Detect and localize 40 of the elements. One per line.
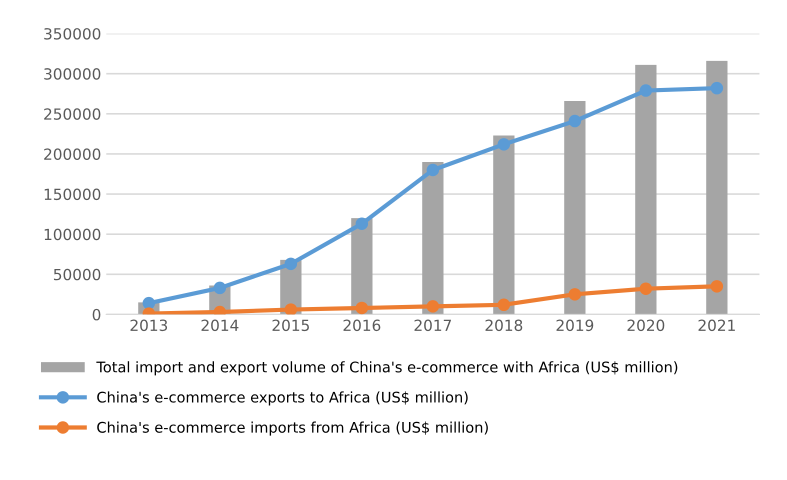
bar xyxy=(564,100,586,314)
point xyxy=(710,280,724,293)
x-tick-label: 2021 xyxy=(698,320,735,332)
point xyxy=(568,288,582,301)
point xyxy=(284,303,298,314)
point xyxy=(640,282,652,295)
y-tick-label: 100000 xyxy=(44,228,100,240)
point xyxy=(214,282,226,294)
y-tick-label: 150000 xyxy=(44,188,100,200)
x-tick-label: 2019 xyxy=(556,320,594,332)
point xyxy=(356,217,368,230)
legend-label: China's e-commerce imports from Africa (US$ million) xyxy=(97,422,488,436)
y-tick-label: 200000 xyxy=(44,148,100,160)
x-tick-label: 2014 xyxy=(202,320,238,332)
x-tick-label: 2015 xyxy=(272,320,309,332)
y-tick-label: 0 xyxy=(92,308,100,320)
x-tick-label: 2013 xyxy=(130,320,168,332)
point xyxy=(568,114,582,128)
point xyxy=(498,298,510,312)
x-tick-label: 2018 xyxy=(486,320,522,332)
legend-label: Total import and export volume of China's e-commerce with Africa (US$ million) xyxy=(96,361,678,376)
y-tick-label: 50000 xyxy=(54,268,100,280)
legend-label: China's e-commerce exports to Africa (US$ million) xyxy=(97,391,468,406)
bar xyxy=(706,60,728,314)
point xyxy=(426,300,440,313)
point xyxy=(426,164,440,176)
x-tick-label: 2017 xyxy=(414,320,451,332)
point xyxy=(284,258,298,270)
point xyxy=(356,302,368,314)
x-tick-label: 2016 xyxy=(344,320,380,332)
point xyxy=(710,82,724,94)
point xyxy=(142,296,156,310)
y-tick-label: 300000 xyxy=(44,68,100,80)
y-tick-label: 350000 xyxy=(44,28,100,40)
bar xyxy=(493,135,514,314)
x-tick-label: 2020 xyxy=(628,320,664,332)
point xyxy=(498,138,510,151)
bar xyxy=(635,64,657,314)
y-tick-label: 250000 xyxy=(44,108,100,120)
point xyxy=(640,84,652,97)
